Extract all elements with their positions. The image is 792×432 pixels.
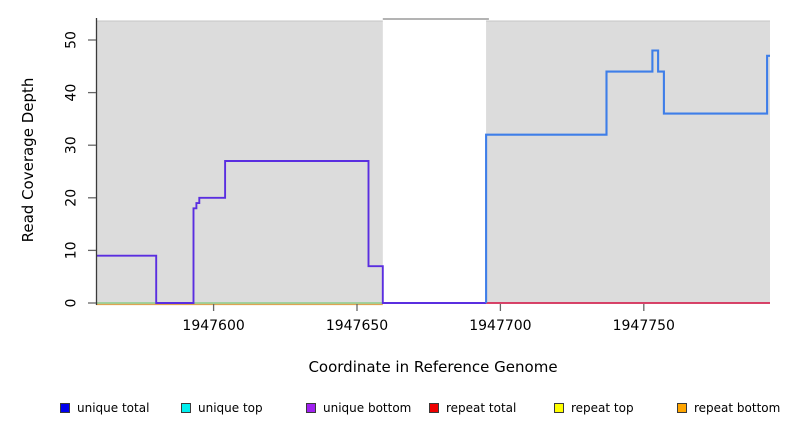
y-tick-label: 30 — [64, 136, 80, 154]
x-tick-label: 1947600 — [182, 318, 244, 334]
unique-region-left — [96, 21, 383, 304]
y-tick-label: 20 — [64, 189, 80, 207]
series-unique-total-line — [485, 49, 770, 303]
unique-region-right — [486, 21, 770, 304]
series-unique-bottom-line — [96, 160, 487, 304]
x-tick-label: 1947650 — [326, 318, 388, 334]
y-axis-title: Read Coverage Depth — [19, 77, 37, 243]
x-tick-label: 1947700 — [469, 318, 531, 334]
x-axis-title: Coordinate in Reference Genome — [308, 358, 558, 376]
x-tick-label: 1947750 — [613, 318, 675, 334]
y-tick-label: 0 — [64, 299, 80, 308]
y-tick-label: 50 — [64, 31, 80, 49]
y-tick-label: 10 — [64, 241, 80, 259]
y-tick-label: 40 — [64, 84, 80, 102]
